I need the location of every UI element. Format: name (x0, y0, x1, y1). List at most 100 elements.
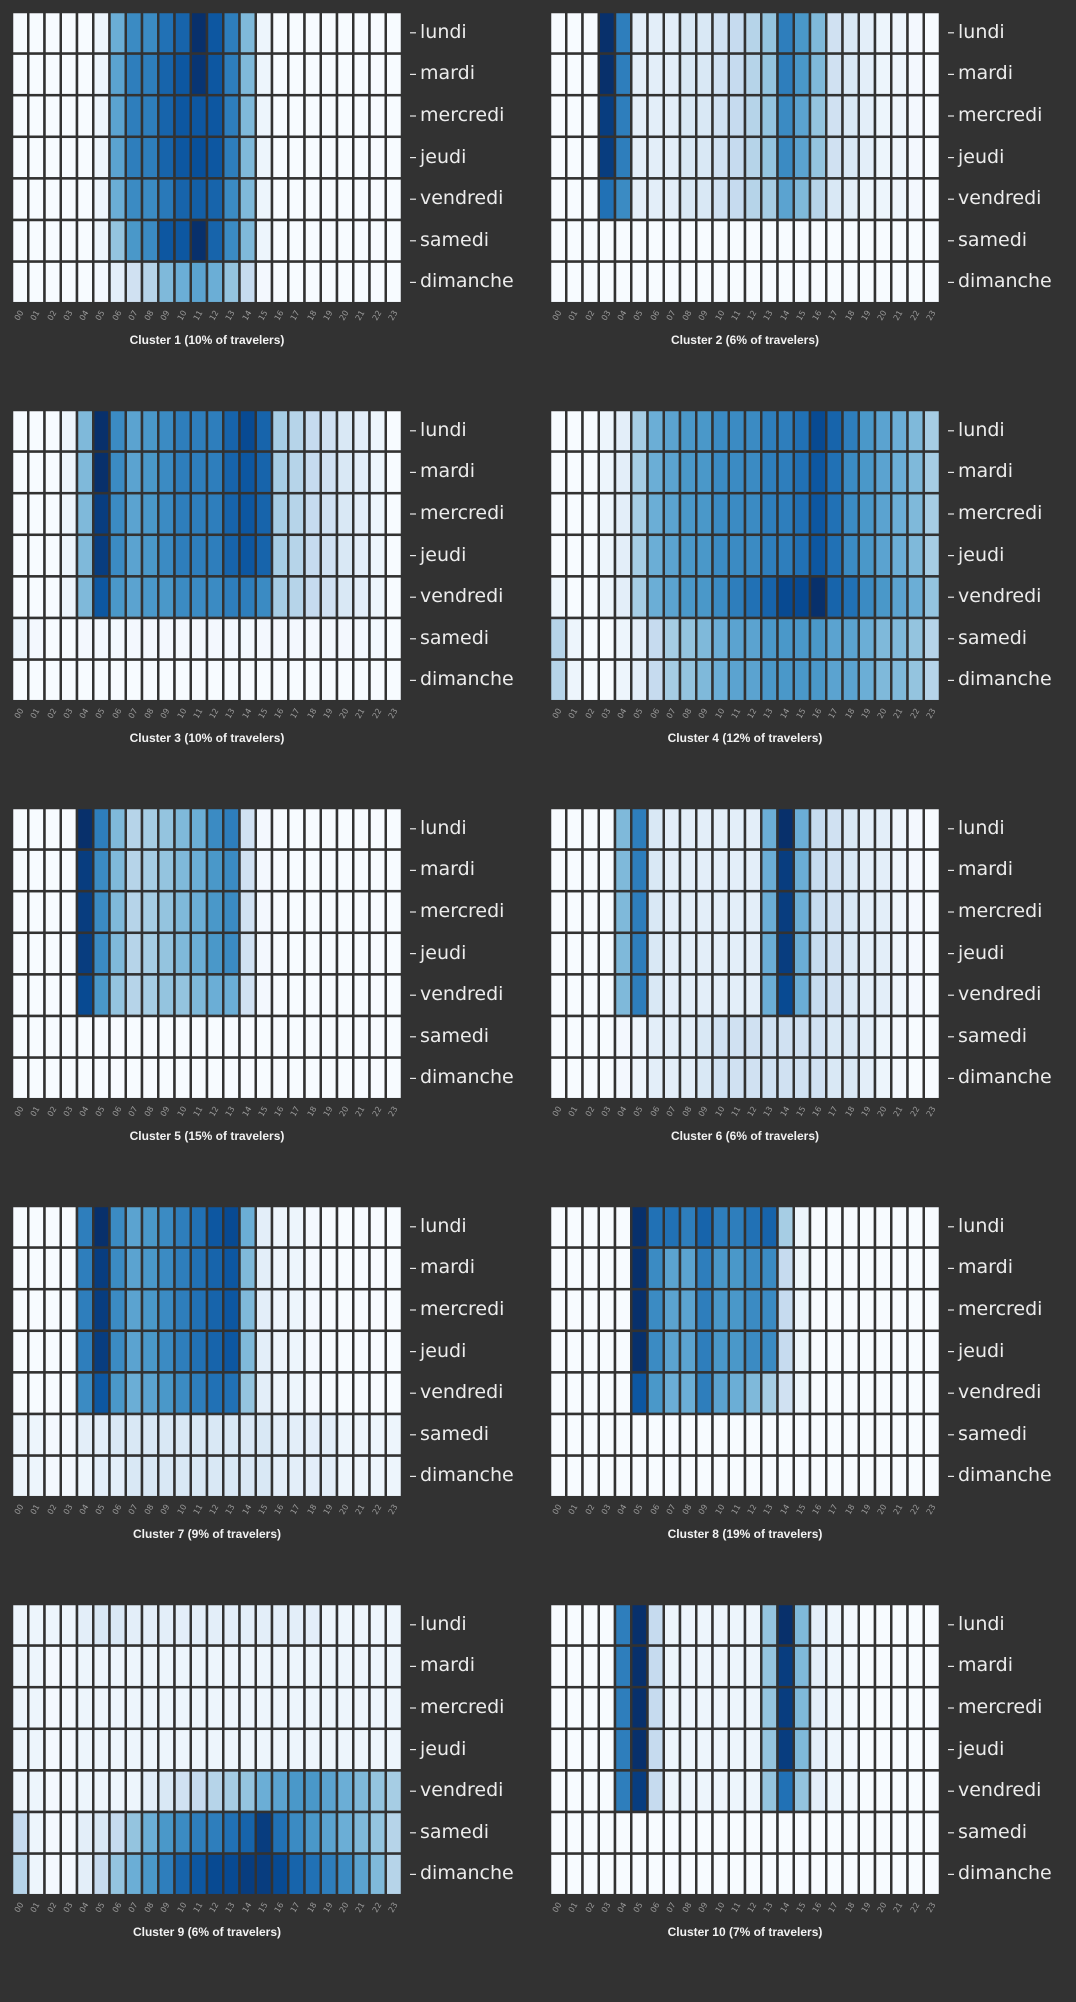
y-tick-label: dimanche (420, 1066, 514, 1089)
heatmap-cell (189, 931, 209, 976)
x-tick-label: 12 (207, 707, 221, 721)
x-tick-label: 09 (159, 309, 172, 323)
heatmap-cell (808, 260, 828, 305)
x-tick-label: 21 (354, 309, 367, 323)
heatmap-cell (59, 218, 79, 263)
heatmap-cell (287, 177, 306, 222)
heatmap-cell (384, 1852, 404, 1897)
heatmap-cell (565, 260, 584, 305)
x-tick-label: 00 (12, 309, 26, 323)
heatmap-cell (646, 1727, 665, 1772)
x-tick-label: 20 (337, 309, 351, 323)
heatmap-cell (287, 848, 306, 893)
heatmap-cell (792, 1454, 812, 1499)
heatmap-cell (352, 1329, 371, 1374)
y-tick-label: lundi (420, 1214, 467, 1237)
heatmap-grid (12, 1604, 416, 1897)
heatmap-cell (630, 658, 649, 703)
x-tick-label: 05 (94, 1503, 107, 1517)
x-tick-label: 17 (827, 309, 840, 323)
heatmap-cell (695, 1810, 714, 1855)
heatmap-cell (27, 931, 46, 976)
heatmap-cell (678, 1056, 698, 1101)
x-tick-label: 14 (778, 1901, 792, 1915)
x-tick-label: 00 (12, 1901, 26, 1915)
heatmap-cell (922, 491, 942, 537)
heatmap-cell (75, 1769, 95, 1814)
x-tick-label: 19 (321, 1503, 335, 1517)
heatmap-cell (12, 616, 30, 661)
heatmap-cell (157, 1371, 176, 1416)
heatmap-grid (550, 410, 954, 703)
x-tick-label: 19 (321, 707, 335, 721)
heatmap-cell (776, 1287, 795, 1333)
heatmap-cell (711, 1014, 730, 1059)
y-tick-label: vendredi (958, 983, 1042, 1006)
heatmap-cell (254, 1604, 274, 1647)
heatmap-cell (565, 450, 584, 495)
x-tick-label: 05 (94, 707, 107, 721)
heatmap-cell (319, 52, 339, 97)
heatmap-cell (581, 12, 600, 55)
heatmap-cell (222, 848, 241, 893)
x-tick-label: 14 (240, 1105, 254, 1119)
heatmap-cell (825, 1014, 844, 1059)
heatmap-cell (550, 12, 568, 55)
heatmap-cell (743, 848, 763, 893)
x-tick-label: 12 (745, 1105, 759, 1119)
heatmap-cell (825, 1644, 844, 1689)
heatmap-cell (613, 1644, 633, 1689)
heatmap-cell (581, 1727, 600, 1772)
heatmap-cell (613, 1287, 633, 1333)
heatmap-cell (12, 931, 30, 976)
heatmap-cell (319, 1727, 339, 1772)
heatmap-cell (662, 1769, 682, 1814)
heatmap-cell (287, 1371, 306, 1416)
heatmap-cell (906, 1287, 925, 1333)
heatmap-cell (352, 1454, 371, 1499)
heatmap-cell (254, 1329, 274, 1374)
heatmap-cell (922, 1056, 942, 1101)
heatmap-cell (613, 808, 633, 851)
heatmap-cell (238, 1056, 257, 1101)
heatmap-cell (303, 1412, 322, 1457)
heatmap-cell (303, 1329, 322, 1374)
heatmap-cell (43, 1810, 62, 1855)
heatmap-cell (890, 1769, 909, 1814)
heatmap-cell (695, 218, 714, 263)
x-tick-label: 11 (729, 1901, 743, 1915)
y-tick-label: mercredi (958, 1298, 1043, 1320)
heatmap-cell (222, 808, 241, 851)
x-tick-label: 18 (305, 1901, 319, 1915)
heatmap-cell (646, 260, 665, 305)
heatmap-cell (630, 848, 649, 893)
heatmap-cell (303, 973, 322, 1018)
heatmap-cell (792, 1852, 812, 1897)
heatmap-cell (711, 1371, 730, 1416)
y-tick-label: lundi (420, 1612, 467, 1635)
heatmap-cell (890, 93, 909, 139)
heatmap-cell (189, 1206, 209, 1249)
heatmap-cell (808, 1454, 828, 1499)
heatmap-cell (222, 218, 241, 263)
heatmap-cell (12, 177, 30, 222)
y-tick-label: mardi (420, 62, 475, 85)
heatmap-cell (205, 575, 225, 620)
heatmap-cell (581, 973, 600, 1018)
heatmap-cell (646, 889, 665, 935)
x-tick-label: 17 (289, 707, 302, 721)
heatmap-cell (662, 616, 682, 661)
heatmap-cell (808, 12, 828, 55)
heatmap-cell (157, 410, 176, 453)
heatmap-cell (581, 491, 600, 537)
heatmap-cell (922, 218, 942, 263)
cluster-title: Cluster 8 (19% of travelers) (667, 1527, 823, 1542)
heatmap-cell (27, 1412, 46, 1457)
heatmap-cell (841, 1769, 860, 1814)
heatmap-cell (825, 1329, 844, 1374)
heatmap-cell (222, 1014, 241, 1059)
heatmap-cell (238, 410, 257, 453)
heatmap-cell (319, 1371, 339, 1416)
heatmap-cell (873, 1246, 893, 1291)
heatmap-cell (27, 135, 46, 180)
